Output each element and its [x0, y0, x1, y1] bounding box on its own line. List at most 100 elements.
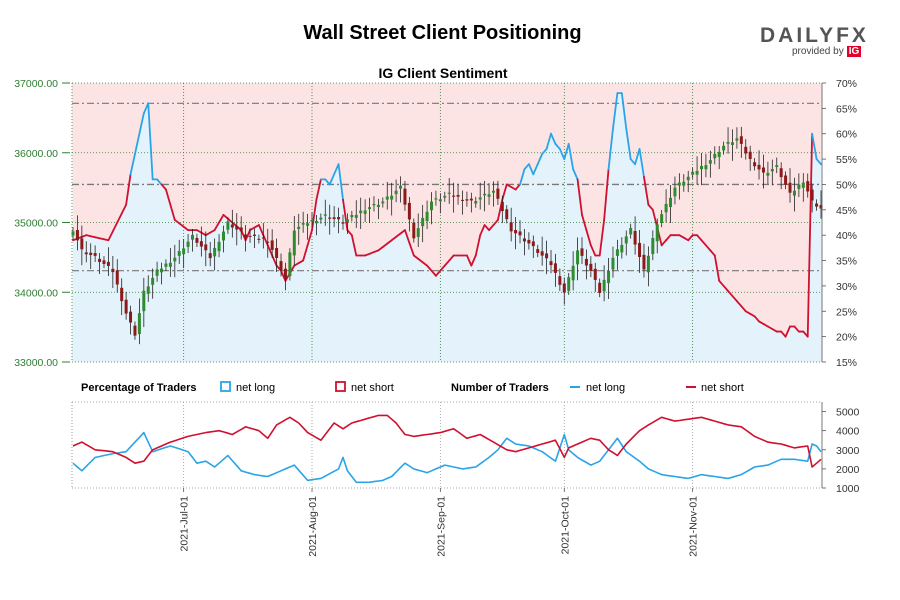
- sentiment-segment: [466, 254, 473, 267]
- sentiment-segment: [435, 269, 442, 277]
- pct-tick-label: 45%: [836, 205, 857, 217]
- sentiment-segment: [262, 234, 269, 247]
- sentiment-segment: [527, 163, 535, 176]
- candle-body: [589, 263, 593, 271]
- candle-body: [221, 231, 225, 241]
- candle-body: [368, 207, 372, 210]
- sentiment-segment: [160, 183, 167, 191]
- candle-body: [607, 270, 611, 284]
- candle-body: [553, 263, 557, 273]
- candle-body: [624, 236, 628, 244]
- ig-badge: IG: [846, 46, 862, 57]
- candle-body: [784, 175, 788, 185]
- candle-body: [686, 176, 690, 181]
- sentiment-segment: [625, 127, 632, 160]
- x-tick-label: 2021-Nov-01: [688, 496, 700, 557]
- candle-body: [682, 181, 686, 186]
- candle-body: [239, 227, 243, 232]
- sentiment-segment: [558, 148, 566, 160]
- candle-body: [770, 169, 774, 172]
- sentiment-segment: [589, 244, 597, 257]
- candle-body: [518, 231, 522, 236]
- candle-body: [279, 261, 283, 271]
- candle-body: [416, 228, 420, 237]
- candle-body: [151, 277, 155, 285]
- legend-num-title: Number of Traders: [451, 382, 549, 394]
- candle-body: [430, 201, 434, 211]
- sentiment-segment: [257, 224, 265, 237]
- sentiment-segment: [563, 142, 570, 160]
- sentiment-segment: [324, 178, 331, 186]
- sentiment-segment: [545, 132, 552, 150]
- candle-body: [301, 222, 305, 225]
- candle-body: [133, 325, 137, 336]
- candle-body: [748, 151, 752, 159]
- pct-tick-label: 70%: [836, 78, 857, 90]
- logo-text: DAILYFX: [760, 24, 869, 47]
- sentiment-segment: [634, 148, 641, 166]
- legend-pct-long-swatch: [220, 381, 231, 392]
- sentiment-segment: [125, 173, 132, 206]
- sentiment-segment: [629, 158, 637, 166]
- sentiment-segment: [536, 153, 544, 166]
- candle-body: [744, 146, 748, 154]
- candle-body: [695, 170, 699, 175]
- candle-body: [160, 268, 164, 273]
- candle-body: [611, 257, 615, 270]
- sentiment-segment: [643, 175, 650, 206]
- candle-body: [168, 262, 172, 267]
- sentiment-segment: [240, 229, 247, 242]
- count-tick-label: 5000: [836, 407, 860, 419]
- sentiment-segment: [550, 132, 557, 145]
- candle-body: [204, 244, 208, 251]
- sentiment-segment: [784, 325, 791, 338]
- net-long-count-line: [72, 431, 822, 484]
- candle-body: [779, 168, 783, 178]
- price-tick-label: 37000.00: [14, 78, 58, 90]
- candle-body: [673, 187, 677, 197]
- candle-body: [275, 248, 279, 258]
- x-tick-label: 2021-Jul-01: [179, 496, 191, 552]
- sentiment-segment: [178, 222, 185, 228]
- candle-body: [354, 214, 358, 218]
- price-tick-label: 36000.00: [14, 148, 58, 160]
- candle-body: [571, 265, 575, 281]
- candle-body: [584, 258, 588, 266]
- candle-body: [646, 255, 650, 273]
- sentiment-segment: [736, 300, 743, 308]
- sentiment-segment: [727, 290, 734, 297]
- candle-body: [195, 237, 199, 243]
- sentiment-segment: [218, 213, 225, 224]
- candle-body: [182, 248, 186, 255]
- count-tick-label: 1000: [836, 483, 860, 495]
- candle-body: [261, 237, 265, 239]
- pct-tick-label: 50%: [836, 179, 857, 191]
- logo-subtext: provided by IG: [792, 46, 870, 57]
- candle-body: [434, 198, 438, 200]
- candle-body: [452, 195, 456, 197]
- price-tick-label: 34000.00: [14, 287, 58, 299]
- candle-body: [722, 145, 726, 151]
- candle-body: [726, 141, 730, 144]
- candle-body: [372, 203, 376, 206]
- sentiment-segment: [660, 239, 667, 247]
- sentiment-segment: [111, 221, 119, 233]
- sentiment-segment: [342, 198, 349, 232]
- sentiment-segment: [576, 178, 583, 216]
- sentiment-segment: [129, 153, 136, 176]
- sentiment-segment: [395, 232, 402, 238]
- sentiment-segment: [350, 234, 358, 257]
- sentiment-segment: [731, 295, 738, 303]
- candle-body: [323, 214, 327, 216]
- sentiment-segment: [306, 229, 313, 247]
- sentiment-segment: [753, 315, 760, 323]
- logo-provided-by: provided by: [792, 46, 844, 57]
- candle-body: [102, 260, 106, 264]
- candle-body: [208, 253, 212, 259]
- candle-body: [651, 238, 655, 255]
- pct-tick-label: 35%: [836, 256, 857, 268]
- price-tick-label: 35000.00: [14, 218, 58, 230]
- candle-body: [341, 222, 345, 224]
- candle-body: [84, 252, 88, 255]
